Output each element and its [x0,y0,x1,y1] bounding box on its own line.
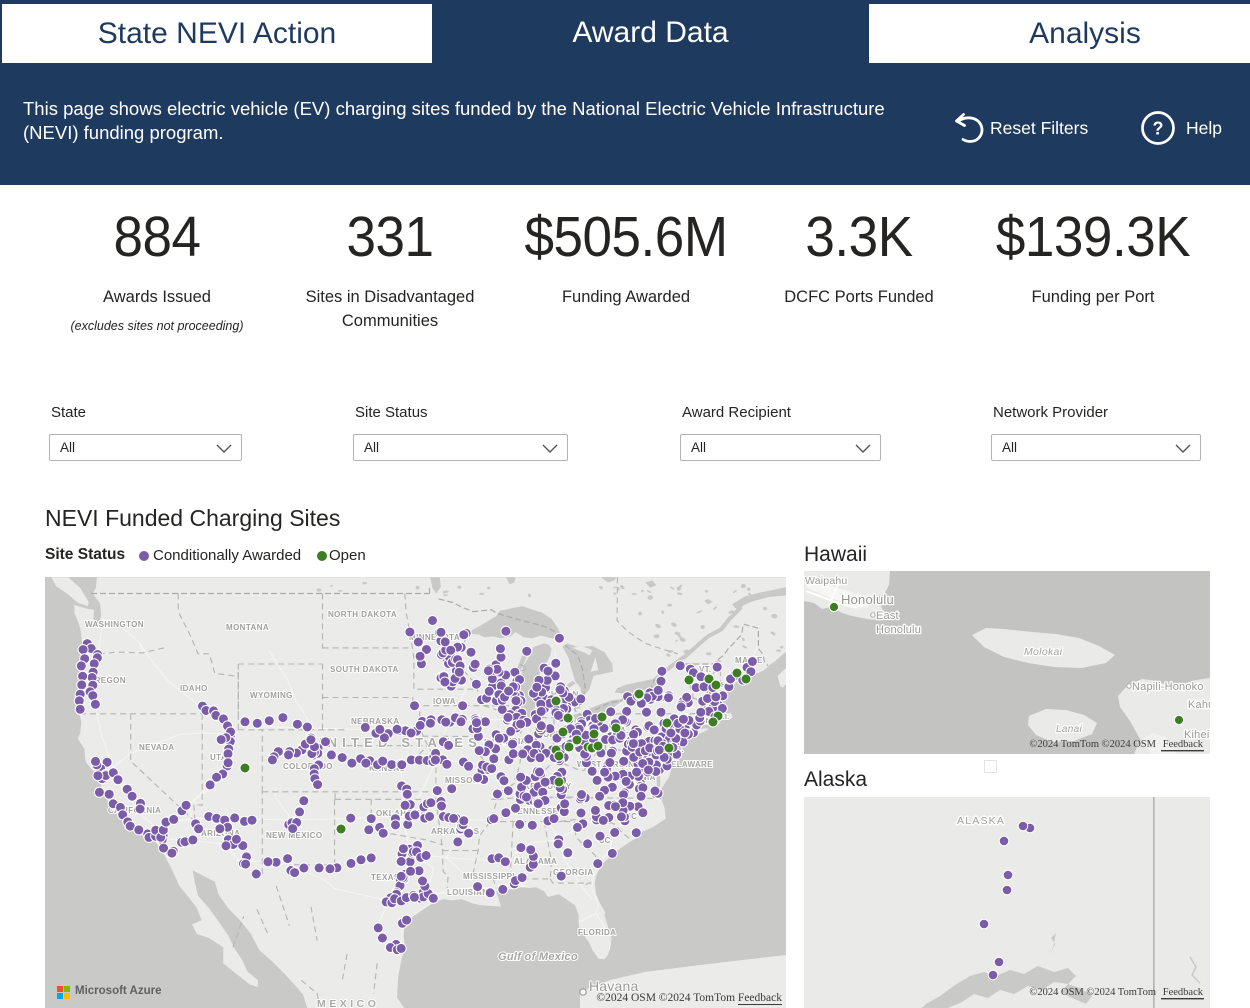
svg-text:NORTH DAKOTA: NORTH DAKOTA [328,610,397,619]
svg-text:MISSISSIPPI: MISSISSIPPI [463,872,515,881]
svg-text:?: ? [1153,119,1164,139]
svg-text:East: East [876,610,899,622]
svg-text:TENNESSEE: TENNESSEE [512,807,564,816]
svg-text:Napili-Honoko: Napili-Honoko [1132,681,1204,693]
svg-text:SC: SC [599,836,611,845]
svg-text:Waipahu: Waipahu [805,575,847,587]
svg-text:Gulf of Mexico: Gulf of Mexico [498,951,578,963]
svg-text:MONTANA: MONTANA [226,623,269,632]
svg-text:FLORIDA: FLORIDA [578,928,616,937]
svg-text:IDAHO: IDAHO [180,684,208,693]
svg-text:UNITED STATES: UNITED STATES [313,735,482,750]
svg-text:GEORGIA: GEORGIA [553,868,594,877]
svg-text:COLORADO: COLORADO [283,762,333,771]
svg-text:Kihei: Kihei [1184,729,1209,741]
svg-text:WASHINGTON: WASHINGTON [85,620,144,629]
svg-text:Feedback: Feedback [1163,987,1204,998]
svg-text:INDIANA: INDIANA [503,737,539,746]
svg-text:TEXAS: TEXAS [371,873,400,882]
svg-text:CALIFORNIA: CALIFORNIA [108,806,161,815]
svg-text:WYOMING: WYOMING [250,691,293,700]
svg-text:MISSOURI: MISSOURI [445,776,488,785]
svg-text:Honolulu: Honolulu [841,592,894,607]
svg-text:NEW MEXICO: NEW MEXICO [266,831,322,840]
svg-text:Feedback: Feedback [1163,739,1204,750]
svg-text:©2024 OSM ©2024 TomTom: ©2024 OSM ©2024 TomTom [1029,987,1156,998]
svg-text:CONN.: CONN. [694,716,719,725]
svg-text:IOWA: IOWA [433,697,456,706]
svg-text:NC: NC [625,812,637,821]
svg-text:Lanai: Lanai [1056,724,1082,735]
svg-text:Molokai: Molokai [1024,646,1063,658]
svg-text:©2024 TomTom ©2024 OSM: ©2024 TomTom ©2024 OSM [1029,739,1156,750]
svg-text:SOUTH DAKOTA: SOUTH DAKOTA [330,665,399,674]
svg-text:MEXICO: MEXICO [317,998,379,1008]
svg-text:Honolulu: Honolulu [876,624,921,636]
svg-text:MICHIGAN: MICHIGAN [535,690,579,699]
svg-text:Havana: Havana [589,978,638,994]
svg-text:NEBRASKA: NEBRASKA [351,717,400,726]
svg-text:UTAH: UTAH [210,753,233,762]
svg-text:ARKANSAS: ARKANSAS [431,827,480,836]
svg-text:OKLAHOMA: OKLAHOMA [376,809,426,818]
svg-text:OREGON: OREGON [88,676,126,685]
svg-text:Kahu: Kahu [1188,699,1210,711]
svg-text:ALASKA: ALASKA [957,815,1005,827]
svg-text:VT.: VT. [699,665,711,674]
svg-text:MINNESOTA: MINNESOTA [409,633,460,642]
svg-text:LOUISIANA: LOUISIANA [447,888,495,897]
svg-text:KANSAS: KANSAS [369,764,405,773]
svg-text:DELAWARE: DELAWARE [665,760,713,769]
svg-text:NEVADA: NEVADA [139,743,175,752]
